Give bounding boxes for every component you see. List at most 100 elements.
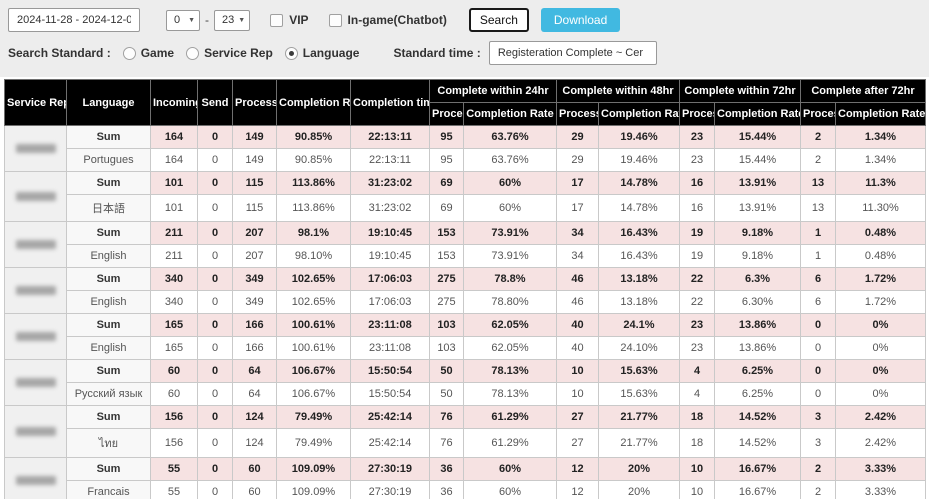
data-cell: 164 bbox=[150, 148, 198, 172]
radio-option-game[interactable]: Game bbox=[122, 46, 174, 60]
data-cell: 40 bbox=[556, 336, 599, 360]
data-cell: 14.52% bbox=[714, 428, 801, 458]
radio-icon[interactable] bbox=[186, 46, 200, 60]
filter-row-1: 0 ▼ - 23 ▼ VIP In-game(Chatbot) Search D… bbox=[8, 8, 921, 32]
table-row-sum: Sum 164 0 149 90.85% 22:13:11 95 63.76% 29 19.46%… bbox=[4, 125, 926, 172]
date-range-input[interactable] bbox=[8, 8, 140, 32]
service-rep-cell bbox=[4, 221, 67, 268]
data-cell: 18 bbox=[679, 428, 715, 458]
data-cell: 0 bbox=[197, 267, 233, 291]
radio-icon[interactable] bbox=[122, 46, 136, 60]
data-cell: 10 bbox=[679, 480, 715, 499]
data-cell: 0% bbox=[835, 336, 926, 360]
data-cell: 1.72% bbox=[835, 267, 926, 291]
redacted-rep-name bbox=[15, 332, 56, 341]
data-cell: 109.09% bbox=[276, 480, 351, 499]
data-cell: 61.29% bbox=[463, 428, 557, 458]
hour-from-select[interactable]: 0 ▼ bbox=[166, 9, 200, 31]
chevron-down-icon: ▼ bbox=[238, 16, 246, 24]
data-cell: 100.61% bbox=[276, 336, 351, 360]
data-cell: 2.42% bbox=[835, 428, 926, 458]
data-cell: 0 bbox=[197, 125, 233, 149]
data-cell: 76 bbox=[429, 428, 464, 458]
data-cell: 164 bbox=[150, 125, 198, 149]
data-cell: 115 bbox=[232, 171, 277, 195]
data-cell: 19 bbox=[679, 221, 715, 245]
data-cell: 50 bbox=[429, 359, 464, 383]
data-cell: 10 bbox=[556, 359, 599, 383]
subcol-rate-after-72hr: Completion Rate bbox=[835, 102, 926, 126]
table-row-language: English 165 0 166 100.61% 23:11:08 103 62.05% 40… bbox=[5, 336, 926, 360]
search-button[interactable]: Search bbox=[468, 8, 529, 32]
data-cell: 17 bbox=[556, 194, 599, 222]
standard-time-select[interactable]: Registeration Complete ~ Cer bbox=[488, 41, 657, 65]
vip-option: VIP bbox=[270, 13, 309, 27]
radio-option-language[interactable]: Language bbox=[284, 46, 359, 60]
service-rep-cell bbox=[4, 457, 67, 499]
data-cell: 16.43% bbox=[598, 221, 680, 245]
data-cell: 0 bbox=[197, 290, 233, 314]
vip-checkbox[interactable] bbox=[270, 13, 284, 27]
data-cell: 19:10:45 bbox=[350, 244, 430, 268]
data-cell: 76 bbox=[429, 405, 464, 429]
data-cell: 46 bbox=[556, 267, 599, 291]
data-cell: 11.30% bbox=[835, 194, 926, 222]
redacted-rep-name bbox=[15, 286, 56, 295]
data-cell: 61.29% bbox=[463, 405, 557, 429]
data-cell: 60 bbox=[150, 382, 198, 406]
table-row-sum: Sum 101 0 115 113.86% 31:23:02 69 60% 17 14.78% 16… bbox=[4, 171, 926, 222]
col-group-after-72hr: Complete after 72hr bbox=[800, 79, 926, 103]
data-cell: 64 bbox=[232, 382, 277, 406]
subcol-rate-48hr: Completion Rate bbox=[598, 102, 680, 126]
data-cell: 156 bbox=[150, 405, 198, 429]
sum-label-cell: Sum bbox=[66, 313, 151, 337]
data-cell: 153 bbox=[429, 244, 464, 268]
data-cell: 23 bbox=[679, 313, 715, 337]
data-cell: 1.72% bbox=[835, 290, 926, 314]
data-cell: 13 bbox=[800, 171, 836, 195]
vip-label: VIP bbox=[289, 13, 309, 27]
data-cell: 18 bbox=[679, 405, 715, 429]
data-cell: 90.85% bbox=[276, 125, 351, 149]
radio-selected-icon[interactable] bbox=[284, 46, 298, 60]
hour-to-select[interactable]: 23 ▼ bbox=[214, 9, 251, 31]
ingame-checkbox[interactable] bbox=[328, 13, 342, 27]
data-cell: 95 bbox=[429, 148, 464, 172]
data-cell: 0 bbox=[197, 457, 233, 481]
data-cell: 29 bbox=[556, 148, 599, 172]
data-cell: 1.34% bbox=[835, 125, 926, 149]
subcol-process-72hr: Process bbox=[679, 102, 715, 126]
data-cell: 16 bbox=[679, 194, 715, 222]
data-cell: 3.33% bbox=[835, 457, 926, 481]
data-cell: 17 bbox=[556, 171, 599, 195]
data-cell: 340 bbox=[150, 290, 198, 314]
data-cell: 10 bbox=[556, 382, 599, 406]
data-cell: 23:11:08 bbox=[350, 336, 430, 360]
data-cell: 6.25% bbox=[714, 382, 801, 406]
data-cell: 149 bbox=[232, 125, 277, 149]
data-cell: 1 bbox=[800, 221, 836, 245]
data-cell: 9.18% bbox=[714, 221, 801, 245]
service-rep-cell bbox=[4, 313, 67, 360]
data-cell: 60% bbox=[463, 480, 557, 499]
data-cell: 34 bbox=[556, 221, 599, 245]
table-row-language: Русский язык 60 0 64 106.67% 15:50:54 50 78.13%… bbox=[5, 382, 926, 406]
data-cell: 124 bbox=[232, 428, 277, 458]
data-cell: 79.49% bbox=[276, 428, 351, 458]
data-cell: 64 bbox=[232, 359, 277, 383]
data-cell: 0 bbox=[197, 480, 233, 499]
data-cell: 166 bbox=[232, 336, 277, 360]
language-name-cell: 日本語 bbox=[66, 194, 151, 222]
data-cell: 14.78% bbox=[598, 194, 680, 222]
data-cell: 15:50:54 bbox=[350, 382, 430, 406]
data-cell: 20% bbox=[598, 457, 680, 481]
subcol-process-48hr: Process bbox=[556, 102, 599, 126]
data-cell: 27 bbox=[556, 405, 599, 429]
data-cell: 78.13% bbox=[463, 359, 557, 383]
data-cell: 3.33% bbox=[835, 480, 926, 499]
data-cell: 102.65% bbox=[276, 267, 351, 291]
standard-time-value: Registeration Complete ~ Cer bbox=[497, 47, 644, 59]
radio-option-service-rep[interactable]: Service Rep bbox=[186, 46, 273, 60]
download-button[interactable]: Download bbox=[540, 8, 621, 32]
